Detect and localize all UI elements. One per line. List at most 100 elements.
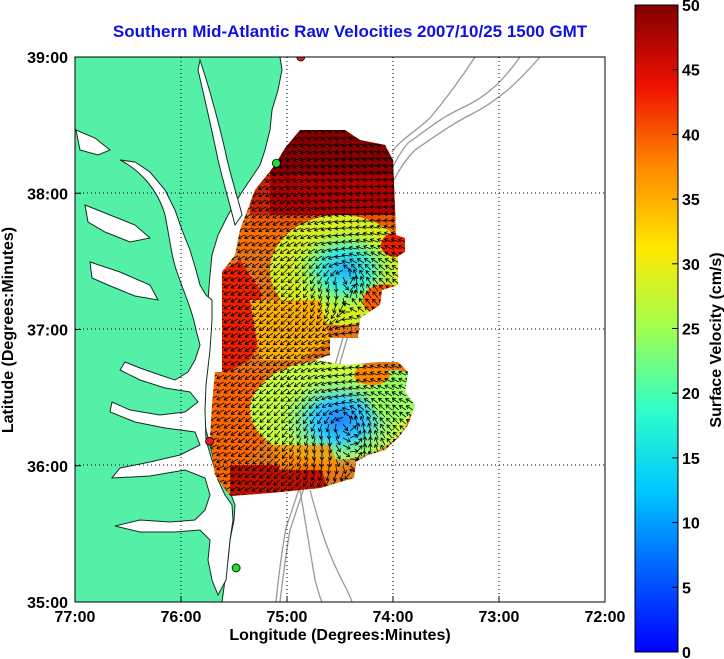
velocity-arrow: [348, 392, 358, 398]
velocity-arrow: [266, 416, 274, 423]
velocity-arrow: [293, 248, 302, 254]
velocity-arrow: [294, 269, 302, 277]
velocity-arrow: [299, 206, 309, 212]
velocity-arrow: [293, 381, 302, 388]
velocity-arrow: [370, 397, 379, 404]
velocity-arrow: [300, 346, 309, 352]
velocity-arrow: [348, 170, 358, 176]
velocity-arrow: [244, 486, 253, 492]
velocity-arrow: [372, 298, 379, 306]
velocity-arrow: [295, 297, 302, 305]
velocity-arrow: [320, 248, 330, 254]
velocity-arrow: [292, 185, 302, 191]
velocity-arrow: [359, 415, 365, 425]
velocity-arrow: [367, 443, 373, 453]
velocity-arrow: [320, 241, 330, 246]
velocity-arrow: [398, 370, 407, 376]
velocity-arrow: [310, 472, 316, 481]
velocity-arrow: [265, 185, 274, 191]
velocity-arrow: [383, 231, 393, 236]
velocity-arrow: [377, 258, 386, 264]
y-tick-label: 38:00: [27, 186, 68, 203]
velocity-arrow: [258, 388, 267, 395]
velocity-arrow: [274, 437, 281, 445]
velocity-arrow: [362, 231, 372, 237]
colorbar-tick-label: 50: [682, 0, 700, 15]
velocity-arrow: [286, 339, 295, 346]
velocity-arrow: [288, 283, 295, 291]
velocity-arrow: [258, 206, 267, 212]
velocity-arrow: [237, 423, 246, 429]
velocity-arrow: [306, 199, 316, 204]
velocity-arrow: [317, 311, 323, 320]
velocity-arrow: [308, 332, 316, 339]
velocity-arrow: [362, 384, 372, 390]
velocity-arrow: [313, 234, 323, 239]
velocity-arrow: [293, 353, 302, 359]
velocity-arrow: [288, 409, 295, 417]
velocity-arrow: [294, 255, 302, 262]
velocity-arrow: [285, 171, 295, 177]
velocity-arrow: [279, 227, 288, 233]
velocity-arrow: [334, 198, 344, 204]
velocity-arrow: [299, 199, 309, 205]
velocity-arrow: [357, 404, 365, 411]
velocity-arrow: [230, 486, 239, 492]
velocity-arrow: [272, 185, 281, 191]
velocity-arrow: [273, 304, 281, 311]
velocity-arrow: [310, 479, 316, 488]
velocity-arrow: [365, 410, 372, 418]
velocity-arrow: [223, 430, 232, 436]
station-marker: [231, 563, 241, 573]
velocity-arrow: [223, 311, 232, 317]
velocity-arrow: [398, 404, 407, 411]
velocity-arrow: [237, 346, 246, 352]
velocity-arrow: [383, 218, 393, 223]
velocity-arrow: [334, 247, 344, 252]
velocity-arrow: [310, 297, 316, 306]
velocity-arrow: [265, 192, 274, 198]
velocity-arrow: [280, 262, 288, 269]
velocity-arrow: [309, 318, 316, 326]
velocity-arrow: [336, 311, 344, 318]
velocity-arrow: [355, 170, 365, 176]
velocity-arrow: [266, 276, 274, 283]
velocity-arrow: [376, 218, 386, 224]
velocity-arrow: [287, 276, 295, 284]
velocity-arrow: [288, 297, 295, 305]
velocity-arrow: [230, 416, 239, 422]
velocity-arrow: [230, 479, 239, 485]
velocity-arrow: [281, 437, 288, 446]
velocity-arrow: [317, 283, 323, 293]
velocity-arrow: [272, 248, 281, 254]
velocity-arrow: [352, 268, 358, 278]
velocity-arrow: [252, 465, 260, 472]
velocity-arrow: [245, 437, 253, 444]
velocity-arrow: [259, 416, 267, 423]
velocity-arrow: [230, 430, 239, 436]
velocity-arrow: [300, 248, 309, 254]
velocity-arrow: [259, 409, 267, 416]
velocity-arrow: [314, 346, 323, 352]
velocity-arrow: [321, 339, 330, 345]
velocity-arrow: [237, 360, 246, 366]
velocity-arrow: [296, 444, 302, 453]
velocity-arrow: [335, 437, 341, 446]
velocity-arrow: [237, 409, 246, 415]
velocity-arrow: [383, 363, 393, 369]
colorbar-tick-label: 30: [682, 257, 700, 274]
velocity-arrow: [306, 178, 316, 183]
velocity-arrow: [325, 472, 330, 482]
velocity-arrow: [350, 263, 358, 271]
velocity-arrow: [258, 262, 267, 268]
velocity-arrow: [341, 163, 351, 169]
velocity-arrow: [258, 332, 267, 338]
velocity-arrow: [310, 416, 316, 425]
velocity-arrow: [300, 213, 309, 219]
velocity-arrow: [327, 255, 337, 260]
velocity-arrow: [311, 465, 316, 475]
velocity-arrow: [376, 231, 386, 236]
velocity-arrow: [334, 261, 344, 267]
velocity-arrow: [348, 372, 358, 377]
